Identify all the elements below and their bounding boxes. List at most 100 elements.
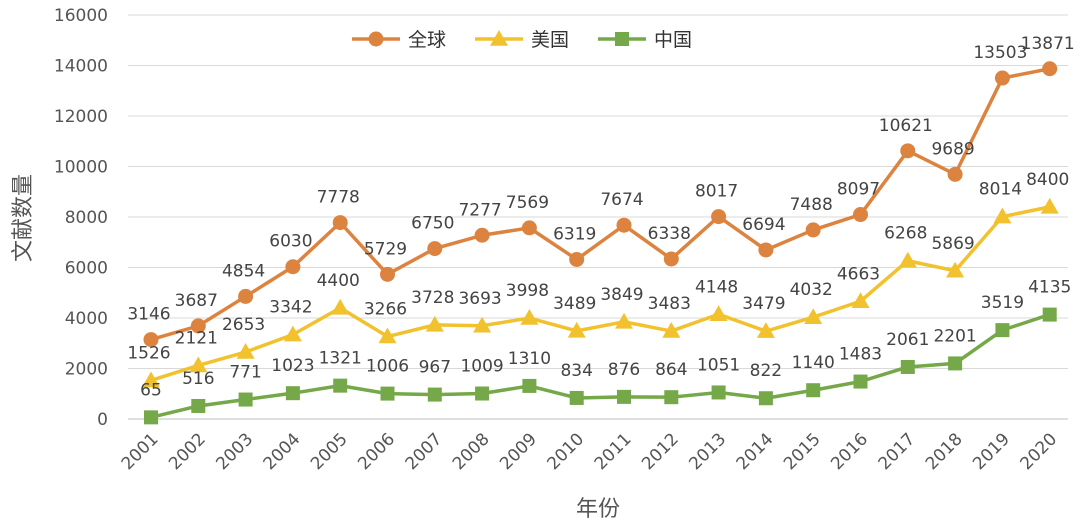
data-point	[662, 322, 681, 338]
data-label: 1310	[508, 349, 551, 369]
series-group	[142, 61, 1059, 425]
series-line	[150, 312, 1051, 420]
data-label: 516	[182, 369, 214, 389]
y-tick-label: 14000	[54, 57, 108, 77]
data-point	[1042, 307, 1057, 322]
data-point	[946, 261, 965, 278]
legend-label: 美国	[531, 29, 569, 51]
data-point	[285, 259, 301, 275]
data-point	[142, 371, 160, 388]
data-label: 967	[419, 358, 451, 378]
data-point	[521, 220, 537, 236]
data-point	[1040, 197, 1059, 214]
data-point	[993, 207, 1012, 224]
data-label: 3519	[981, 293, 1024, 313]
x-axis-title: 年份	[576, 497, 620, 522]
data-label: 13503	[973, 43, 1027, 63]
data-point	[331, 298, 350, 315]
data-point	[804, 308, 823, 324]
data-point	[427, 241, 443, 257]
data-label: 3489	[553, 294, 596, 314]
data-point	[805, 222, 821, 238]
data-point	[806, 383, 821, 398]
data-label: 1483	[839, 345, 882, 365]
data-label: 1009	[460, 357, 503, 377]
x-tick-label: 2002	[165, 429, 210, 474]
data-point	[853, 374, 868, 389]
y-tick-label: 12000	[54, 107, 108, 127]
data-point	[473, 316, 492, 333]
data-point	[283, 325, 302, 342]
legend-item: 全球	[352, 29, 446, 51]
data-label: 876	[608, 360, 640, 380]
data-label: 6694	[742, 215, 785, 235]
data-label: 3849	[600, 285, 643, 305]
data-label: 822	[750, 361, 782, 381]
data-label: 6338	[648, 224, 691, 244]
data-point	[144, 410, 158, 425]
data-label: 3998	[506, 281, 549, 301]
data-label: 1051	[697, 355, 740, 375]
y-tick-label: 4000	[65, 309, 108, 329]
data-point	[711, 209, 727, 225]
data-label: 1140	[792, 353, 835, 373]
data-label: 7778	[317, 188, 360, 208]
data-point	[238, 392, 253, 407]
series-1	[143, 61, 1058, 348]
data-point	[569, 251, 585, 267]
data-label: 7674	[600, 190, 643, 210]
data-label: 3146	[127, 305, 170, 325]
series-line	[150, 205, 1051, 383]
data-label: 3342	[269, 298, 312, 318]
data-label: 6268	[884, 224, 927, 244]
data-point	[569, 390, 584, 405]
data-label: 771	[229, 363, 261, 383]
data-label: 7488	[790, 195, 833, 215]
data-point	[758, 391, 773, 406]
data-point	[425, 315, 444, 332]
legend-label: 中国	[654, 29, 692, 51]
data-label: 4854	[222, 261, 265, 281]
data-label: 3693	[458, 289, 501, 309]
x-tick-label: 2003	[212, 429, 257, 474]
data-label: 2061	[886, 330, 929, 350]
data-label: 10621	[879, 116, 933, 136]
data-label: 8014	[979, 180, 1022, 200]
data-label: 1321	[319, 349, 362, 369]
data-point	[238, 288, 254, 304]
legend-item: 中国	[598, 29, 692, 51]
x-tick-label: 2005	[307, 429, 352, 474]
data-point	[756, 322, 775, 338]
y-tick-label: 2000	[65, 360, 108, 380]
data-point	[567, 321, 586, 338]
data-point	[380, 386, 395, 401]
data-point	[615, 312, 633, 329]
data-label: 6030	[269, 232, 312, 252]
series-line	[150, 67, 1051, 342]
data-point	[709, 305, 728, 322]
data-label: 6750	[411, 214, 454, 234]
data-label: 2653	[222, 315, 265, 335]
data-label: 2201	[933, 326, 976, 346]
data-point	[948, 356, 963, 371]
x-tick-label: 2009	[496, 429, 541, 474]
data-label: 13871	[1021, 34, 1075, 54]
x-tick-label: 2020	[1016, 429, 1061, 474]
data-point	[947, 166, 963, 182]
data-point	[851, 292, 870, 309]
data-point	[378, 327, 397, 344]
data-point	[664, 390, 679, 405]
data-point	[190, 318, 206, 334]
data-label: 9689	[931, 139, 974, 159]
data-point	[711, 385, 726, 400]
data-point	[522, 378, 537, 393]
data-point	[143, 332, 159, 348]
data-label: 1023	[271, 356, 314, 376]
x-tick-label: 2014	[733, 429, 778, 474]
data-point	[332, 215, 348, 231]
data-point	[189, 356, 208, 373]
legend-label: 全球	[408, 29, 446, 51]
x-tick-label: 2008	[449, 429, 494, 474]
